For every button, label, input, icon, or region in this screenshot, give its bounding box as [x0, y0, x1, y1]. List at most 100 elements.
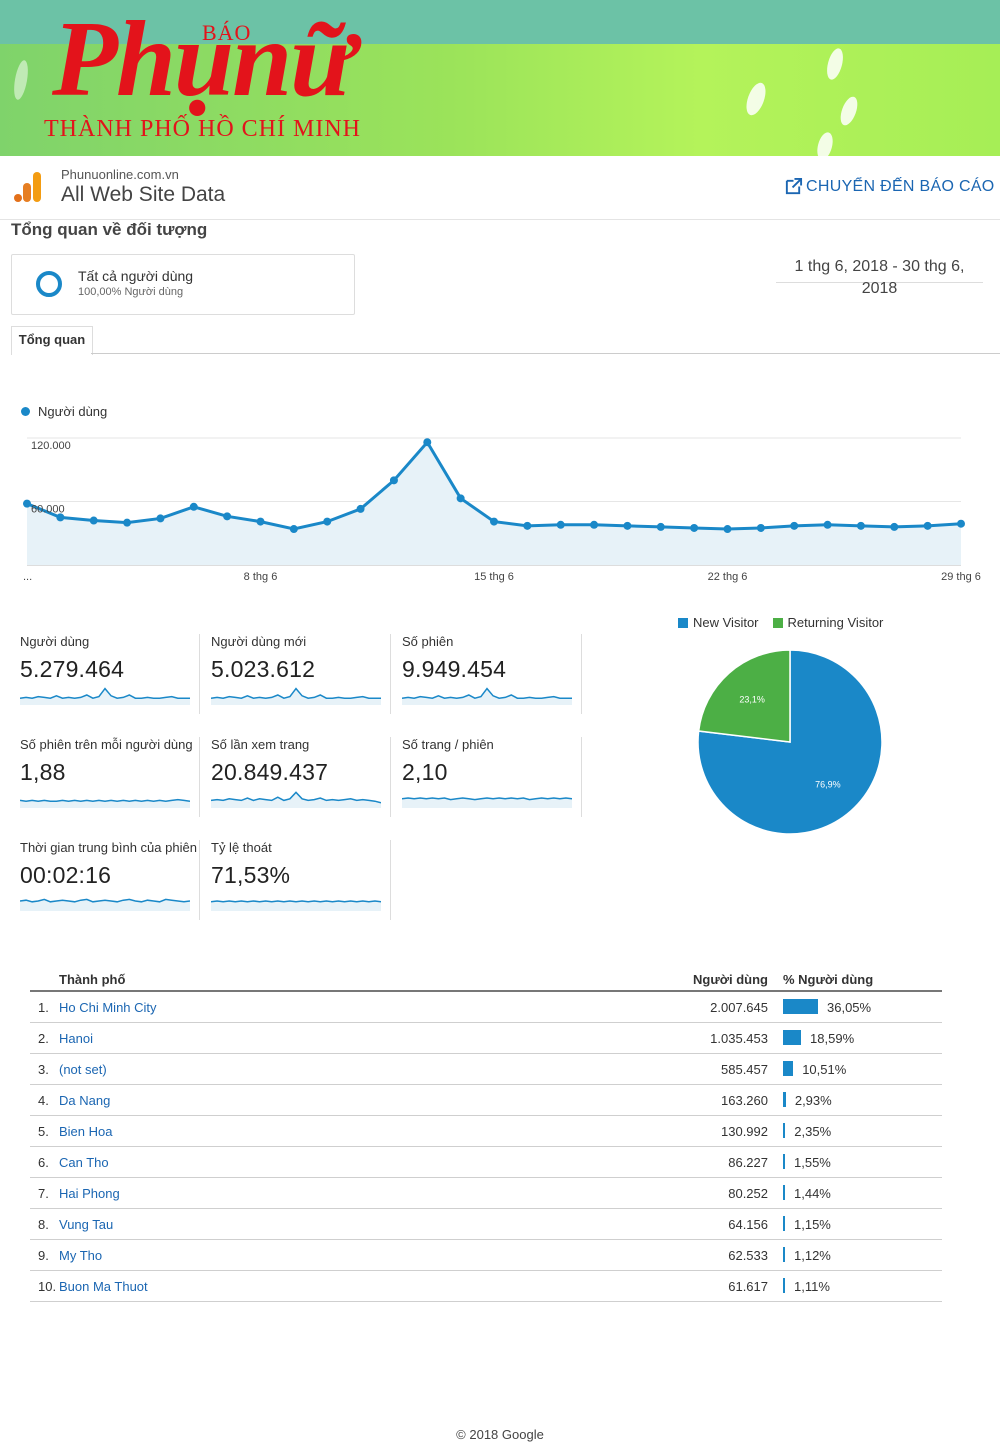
data-point[interactable]	[890, 522, 899, 531]
row-index: 3.	[38, 1062, 49, 1077]
users-value: 64.156	[728, 1217, 768, 1232]
banner-top-strip	[0, 0, 1000, 44]
users-value: 585.457	[721, 1062, 768, 1077]
tile-divider	[390, 840, 391, 920]
data-point[interactable]	[790, 521, 799, 530]
city-link[interactable]: Hanoi	[59, 1031, 93, 1046]
header-city[interactable]: Thành phố	[59, 972, 126, 987]
legend-swatch-new	[678, 618, 688, 628]
data-point[interactable]	[89, 516, 98, 525]
data-point[interactable]	[423, 438, 432, 447]
city-table: Thành phố Người dùng % Người dùng 1. Ho C…	[30, 966, 942, 1302]
share-bar	[783, 1030, 802, 1045]
data-point[interactable]	[656, 522, 665, 531]
metric-tile[interactable]: Số lần xem trang 20.849.437	[211, 737, 383, 808]
tile-divider	[199, 737, 200, 817]
data-point[interactable]	[690, 523, 699, 532]
data-point[interactable]	[590, 520, 599, 529]
city-link[interactable]: Ho Chi Minh City	[59, 1000, 157, 1015]
decorative-drop	[11, 59, 31, 101]
share-bar	[783, 1185, 785, 1200]
metric-sparkline	[211, 900, 381, 911]
metric-tile[interactable]: Thời gian trung bình của phiên 00:02:16	[20, 840, 197, 911]
data-point[interactable]	[490, 517, 498, 526]
segment-selector[interactable]: Tất cả người dùng 100,00% Người dùng	[11, 254, 355, 315]
table-row: 3. (not set) 585.457 10,51%	[30, 1054, 942, 1085]
view-name[interactable]: All Web Site Data	[61, 183, 226, 206]
metric-tile[interactable]: Số phiên 9.949.454	[402, 634, 574, 705]
data-point[interactable]	[156, 514, 165, 523]
visitor-type-pie-chart: 76,9% 23,1%	[697, 649, 883, 835]
metric-value: 9.949.454	[402, 656, 507, 682]
date-range-picker[interactable]: 1 thg 6, 2018 - 30 thg 6, 2018	[776, 256, 983, 297]
metric-sparkline	[20, 898, 190, 911]
data-point[interactable]	[289, 525, 298, 534]
metric-label: Số lần xem trang	[211, 737, 310, 752]
metric-sparkline	[20, 687, 190, 705]
header-pct-users[interactable]: % Người dùng	[783, 972, 874, 987]
share-percent: 10,51%	[802, 1062, 847, 1077]
goto-report-link[interactable]: CHUYỂN ĐẾN BÁO CÁO	[784, 177, 995, 196]
data-point[interactable]	[623, 521, 632, 530]
metric-tile[interactable]: Số phiên trên mỗi người dùng 1,88	[20, 737, 193, 808]
data-point[interactable]	[723, 525, 732, 534]
analytics-logo-icon	[14, 172, 41, 202]
data-point[interactable]	[556, 520, 565, 529]
metric-tile[interactable]: Người dùng mới 5.023.612	[211, 634, 383, 705]
legend-swatch-users	[21, 407, 30, 416]
brand-logo: Phụnữ	[52, 0, 355, 119]
metric-tile[interactable]: Tỷ lệ thoát 71,53%	[211, 840, 383, 911]
pie-slice[interactable]	[697, 649, 791, 743]
share-percent: 1,55%	[794, 1155, 831, 1170]
row-index: 2.	[38, 1031, 49, 1046]
metric-tile[interactable]: Số trang / phiên 2,10	[402, 737, 574, 808]
metric-tile[interactable]: Người dùng 5.279.464	[20, 634, 192, 705]
city-link[interactable]: Hai Phong	[59, 1186, 120, 1201]
decorative-drop	[837, 94, 861, 128]
data-point[interactable]	[323, 517, 332, 526]
table-row: 1. Ho Chi Minh City 2.007.645 36,05%	[30, 992, 942, 1023]
data-point[interactable]	[823, 520, 832, 529]
data-point[interactable]	[389, 476, 398, 485]
data-point[interactable]	[756, 523, 765, 532]
legend-item-returning-visitor[interactable]: Returning Visitor	[772, 615, 884, 630]
city-link[interactable]: Da Nang	[59, 1093, 111, 1108]
city-link[interactable]: Vung Tau	[59, 1217, 114, 1232]
data-point[interactable]	[356, 504, 365, 513]
metric-value: 2,10	[402, 759, 448, 785]
city-link[interactable]: Buon Ma Thuot	[59, 1279, 148, 1294]
table-row: 5. Bien Hoa 130.992 2,35%	[30, 1116, 942, 1147]
table-header: Thành phố Người dùng % Người dùng	[30, 966, 942, 992]
city-link[interactable]: (not set)	[59, 1062, 107, 1077]
data-point[interactable]	[957, 519, 965, 528]
goto-report-label: CHUYỂN ĐẾN BÁO CÁO	[806, 177, 995, 195]
city-link[interactable]: Bien Hoa	[59, 1124, 113, 1139]
users-value: 86.227	[728, 1155, 768, 1170]
legend-item-new-visitor[interactable]: New Visitor	[678, 615, 759, 630]
metric-sparkline	[402, 797, 572, 808]
data-point[interactable]	[56, 513, 65, 522]
row-index: 1.	[38, 1000, 49, 1015]
data-point[interactable]	[189, 502, 198, 511]
data-point[interactable]	[223, 512, 232, 521]
share-percent: 1,15%	[794, 1217, 831, 1232]
data-point[interactable]	[456, 494, 465, 503]
table-row: 9. My Tho 62.533 1,12%	[30, 1240, 942, 1271]
metric-label: Số phiên trên mỗi người dùng	[20, 737, 193, 752]
data-point[interactable]	[256, 517, 265, 526]
users-value: 163.260	[721, 1093, 768, 1108]
tab-overview[interactable]: Tổng quan	[11, 326, 93, 355]
city-link[interactable]: My Tho	[59, 1248, 103, 1263]
data-point[interactable]	[923, 521, 932, 530]
header-users[interactable]: Người dùng	[693, 972, 768, 987]
data-point[interactable]	[856, 521, 865, 530]
data-point[interactable]	[123, 518, 132, 527]
data-point[interactable]	[23, 499, 31, 508]
legend-label-returning: Returning Visitor	[787, 615, 884, 630]
city-link[interactable]: Can Tho	[59, 1155, 109, 1170]
table-row: 10. Buon Ma Thuot 61.617 1,11%	[30, 1271, 942, 1302]
metric-value: 5.279.464	[20, 656, 125, 682]
data-point[interactable]	[523, 521, 532, 530]
footer-copyright: © 2018 Google	[456, 1427, 544, 1442]
metric-value: 71,53%	[211, 862, 291, 888]
